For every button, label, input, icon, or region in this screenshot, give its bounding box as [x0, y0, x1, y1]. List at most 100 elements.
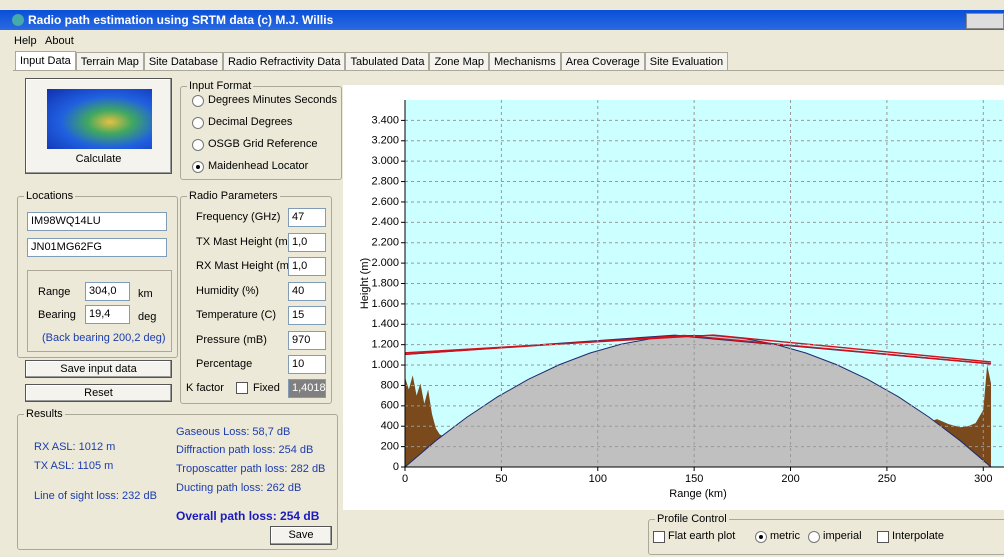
y-tick-label: 2.600	[371, 196, 399, 208]
x-tick-label: 0	[402, 473, 408, 485]
window-buttons[interactable]	[966, 13, 1004, 29]
tab[interactable]: Mechanisms	[489, 52, 561, 71]
y-tick-label: 2.800	[371, 175, 399, 187]
group-title: Radio Parameters	[187, 190, 280, 202]
label: Range	[38, 286, 70, 298]
result: TX ASL: 1105 m	[34, 460, 113, 472]
tab[interactable]: Zone Map	[429, 52, 489, 71]
x-tick-label: 50	[495, 473, 507, 485]
tab[interactable]: Radio Refractivity Data	[223, 52, 346, 71]
result: Ducting path loss: 262 dB	[176, 482, 301, 494]
flat-earth-checkbox[interactable]	[653, 531, 665, 543]
x-tick-label: 200	[781, 473, 799, 485]
tab[interactable]: Terrain Map	[76, 52, 144, 71]
map-image	[47, 89, 152, 149]
y-tick-label: 1.800	[371, 277, 399, 289]
x-tick-label: 250	[878, 473, 896, 485]
calculate-button[interactable]: Calculate	[25, 78, 172, 174]
unit: deg	[138, 311, 156, 323]
site-a-input[interactable]: IM98WQ14LU	[27, 212, 167, 231]
y-tick-label: 600	[381, 400, 399, 412]
parameter-input[interactable]: 1,0	[288, 257, 326, 276]
label: imperial	[823, 530, 862, 542]
k-factor-value: 1,4018	[288, 379, 326, 398]
y-tick-label: 200	[381, 441, 399, 453]
format-radio[interactable]	[192, 117, 204, 129]
label: Frequency (GHz)	[196, 211, 280, 223]
tab[interactable]: Input Data	[15, 51, 76, 70]
save-button[interactable]: Save	[270, 526, 332, 545]
label: OSGB Grid Reference	[208, 138, 317, 150]
group-title: Locations	[24, 190, 75, 202]
parameter-input[interactable]: 40	[288, 282, 326, 301]
x-tick-label: 100	[589, 473, 607, 485]
y-tick-label: 3.400	[371, 114, 399, 126]
tab[interactable]: Site Evaluation	[645, 52, 728, 71]
label: Bearing	[38, 309, 76, 321]
format-radio[interactable]	[192, 139, 204, 151]
y-tick-label: 3.000	[371, 155, 399, 167]
app-window: Radio path estimation using SRTM data (c…	[0, 0, 1004, 557]
parameter-input[interactable]: 15	[288, 306, 326, 325]
y-tick-label: 1.000	[371, 359, 399, 371]
label: metric	[770, 530, 800, 542]
format-radio[interactable]	[192, 161, 204, 173]
label: Interpolate	[892, 530, 944, 542]
result: Troposcatter path loss: 282 dB	[176, 463, 325, 475]
interpolate-checkbox[interactable]	[877, 531, 889, 543]
label: Degrees Minutes Seconds	[208, 94, 337, 106]
app-icon	[12, 14, 24, 26]
label: Pressure (mB)	[196, 334, 267, 346]
y-tick-label: 2.200	[371, 237, 399, 249]
label: K factor	[186, 382, 224, 394]
label: Percentage	[196, 358, 252, 370]
overall-result: Overall path loss: 254 dB	[176, 509, 319, 523]
x-tick-label: 150	[685, 473, 703, 485]
group-title: Profile Control	[655, 513, 729, 525]
result: Line of sight loss: 232 dB	[34, 490, 157, 502]
result: Gaseous Loss: 58,7 dB	[176, 426, 290, 438]
y-tick-label: 0	[393, 461, 399, 473]
label: Humidity (%)	[196, 285, 259, 297]
label: RX Mast Height (m)	[196, 260, 293, 272]
site-b-input[interactable]: JN01MG62FG	[27, 238, 167, 257]
parameter-input[interactable]: 1,0	[288, 233, 326, 252]
button-label: Calculate	[26, 153, 171, 165]
label: Maidenhead Locator	[208, 160, 308, 172]
fixed-checkbox[interactable]	[236, 382, 248, 394]
label: Decimal Degrees	[208, 116, 292, 128]
y-tick-label: 2.000	[371, 257, 399, 269]
y-tick-label: 3.200	[371, 135, 399, 147]
format-radio[interactable]	[192, 95, 204, 107]
metric-radio[interactable]	[755, 531, 767, 543]
menu-item[interactable]: Help	[14, 35, 37, 47]
imperial-radio[interactable]	[808, 531, 820, 543]
save-input-button[interactable]: Save input data	[25, 360, 172, 378]
y-tick-label: 2.400	[371, 216, 399, 228]
parameter-input[interactable]: 970	[288, 331, 326, 350]
result: Diffraction path loss: 254 dB	[176, 444, 313, 456]
menu-item[interactable]: About	[45, 35, 74, 47]
unit: km	[138, 288, 153, 300]
profile-chart: 02004006008001.0001.2001.4001.6001.8002.…	[343, 85, 1004, 510]
y-tick-label: 1.600	[371, 298, 399, 310]
reset-button[interactable]: Reset	[25, 384, 172, 402]
tab[interactable]: Site Database	[144, 52, 223, 71]
tab[interactable]: Tabulated Data	[345, 52, 429, 71]
y-tick-label: 1.400	[371, 318, 399, 330]
y-axis-label: Height (m)	[359, 258, 371, 309]
label: Temperature (C)	[196, 309, 276, 321]
x-axis-label: Range (km)	[669, 488, 726, 500]
y-tick-label: 1.200	[371, 339, 399, 351]
window-title: Radio path estimation using SRTM data (c…	[28, 13, 333, 27]
parameter-input[interactable]: 47	[288, 208, 326, 227]
label: Fixed	[253, 382, 280, 394]
range-input[interactable]: 304,0	[85, 282, 130, 301]
bearing-input[interactable]: 19,4	[85, 305, 130, 324]
group-title: Results	[24, 408, 65, 420]
tab[interactable]: Area Coverage	[561, 52, 645, 71]
result: RX ASL: 1012 m	[34, 441, 115, 453]
parameter-input[interactable]: 10	[288, 355, 326, 374]
y-tick-label: 400	[381, 420, 399, 432]
